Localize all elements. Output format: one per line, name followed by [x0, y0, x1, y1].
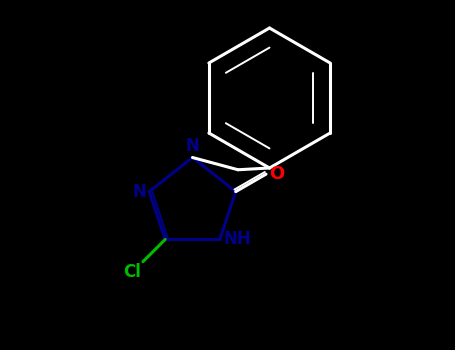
- Text: Cl: Cl: [123, 264, 141, 281]
- Text: N: N: [132, 183, 147, 201]
- Text: N: N: [186, 137, 199, 155]
- Text: O: O: [269, 165, 284, 183]
- Text: NH: NH: [223, 230, 251, 248]
